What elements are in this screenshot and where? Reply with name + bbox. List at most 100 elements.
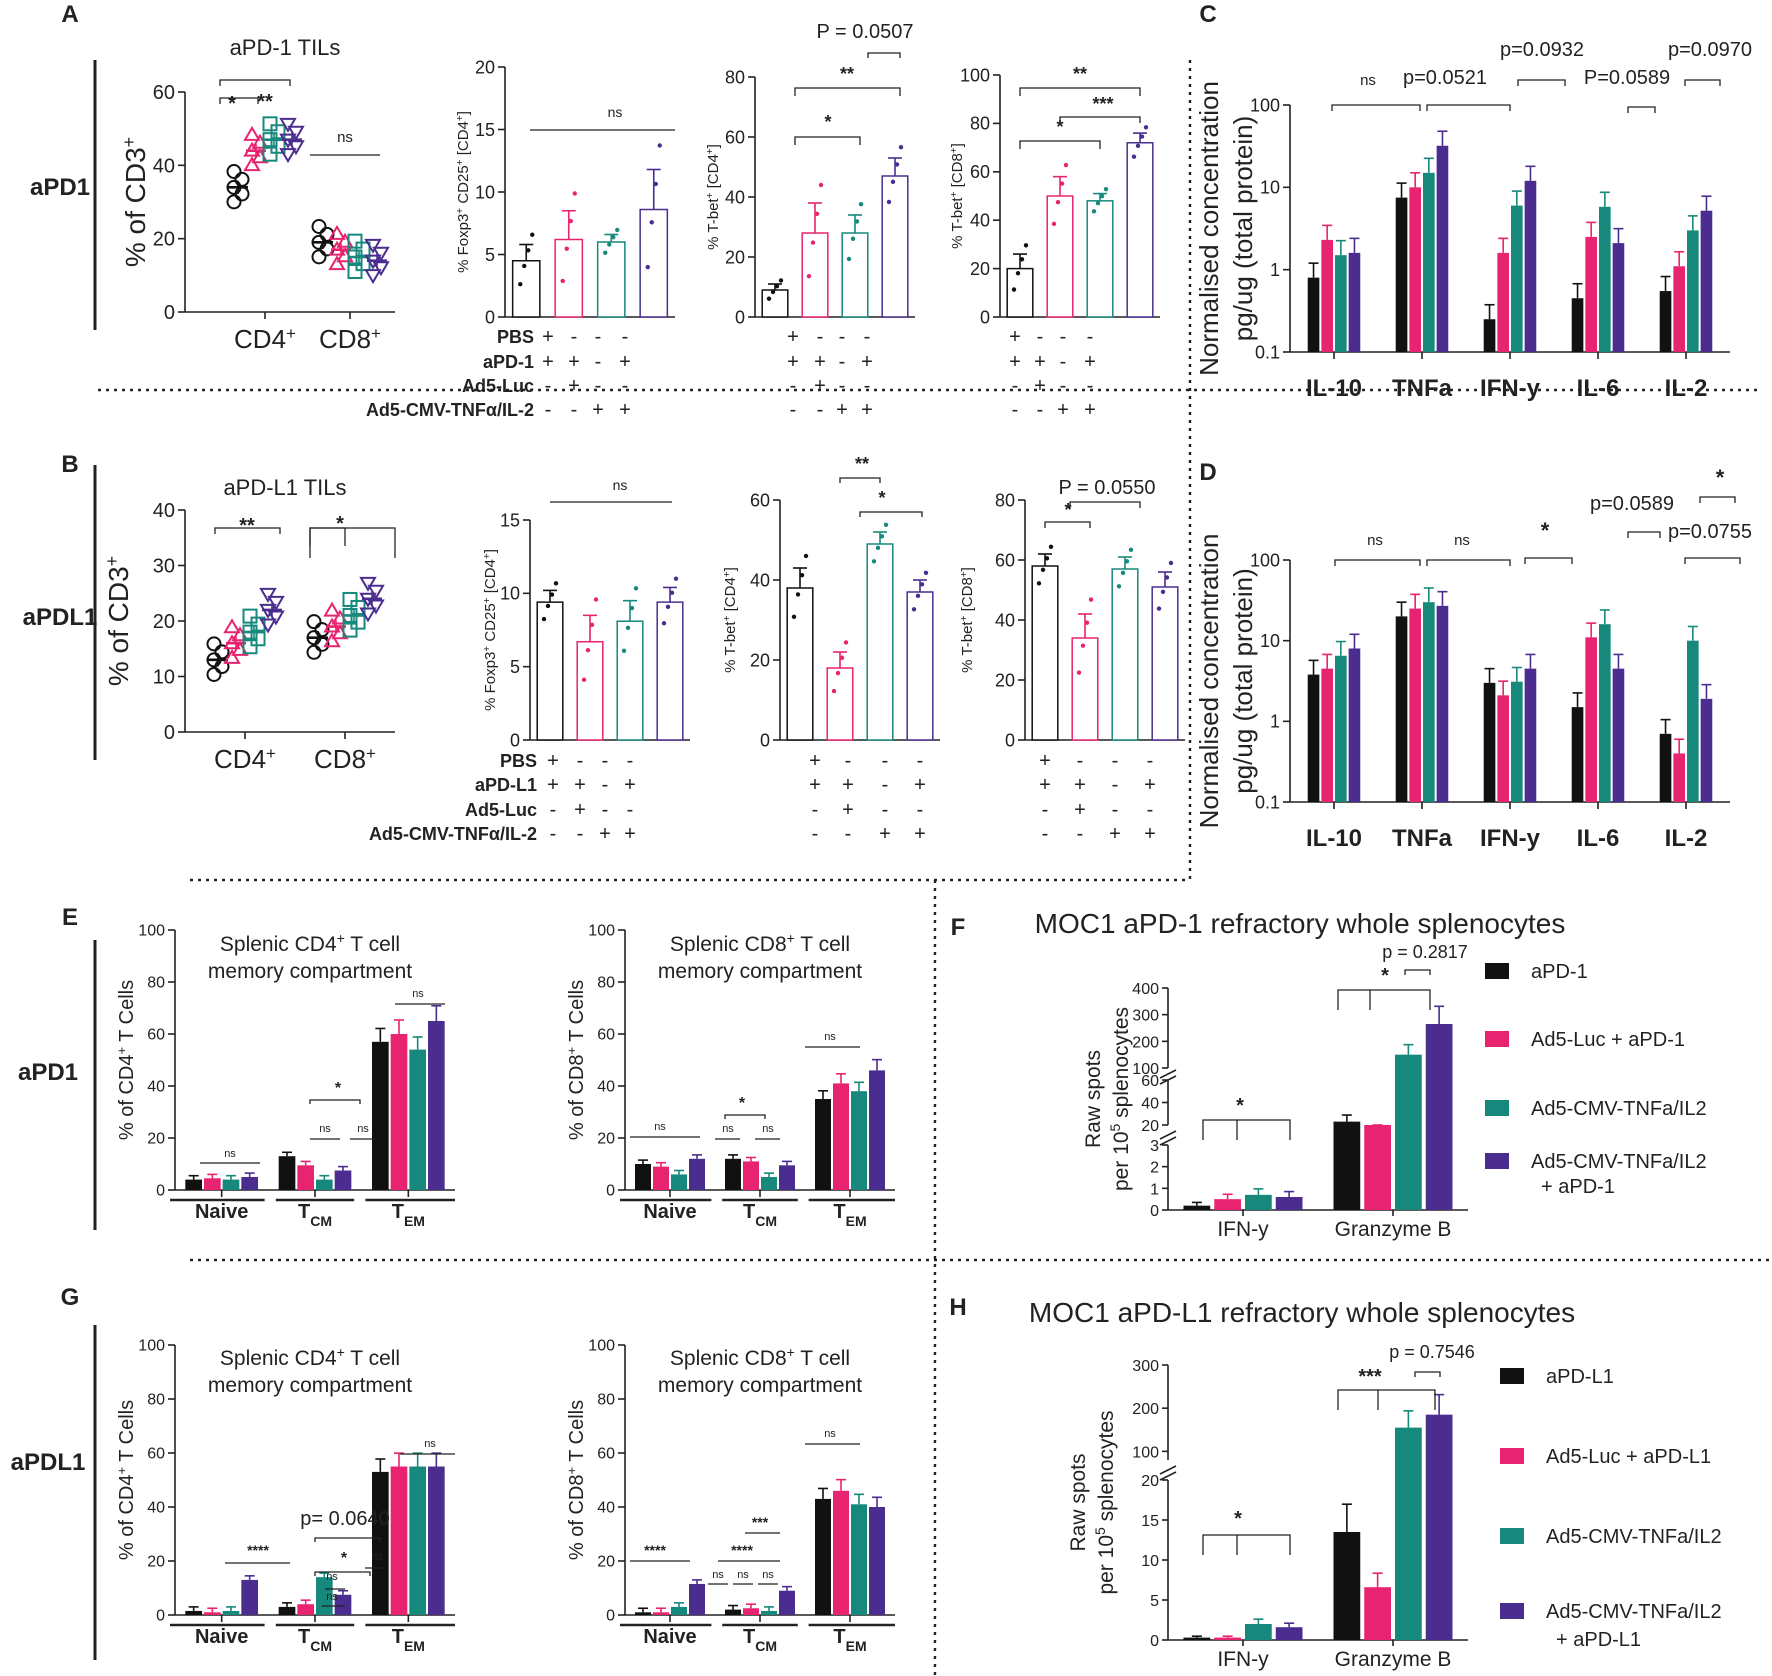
scatter-y-tick-label: 40 xyxy=(153,500,175,522)
scatter-y-tick-label: 20 xyxy=(153,611,175,633)
treatment-sign: - xyxy=(1147,799,1154,821)
significance-bracket xyxy=(219,79,291,86)
treatment-sign: + xyxy=(599,823,611,845)
grouped-y-tick-label: 20 xyxy=(597,1554,615,1571)
grouped-y-tick-label: 20 xyxy=(147,1554,165,1571)
label-part: % T-bet xyxy=(722,621,739,673)
treatment-sign: - xyxy=(1147,750,1154,772)
log-ylabel: pg/ug (total protein) xyxy=(1228,116,1258,341)
bar xyxy=(1599,624,1611,802)
label-part: EM xyxy=(846,1638,867,1654)
treatment-sign: + xyxy=(542,326,554,348)
significance-text: p=0.0970 xyxy=(1668,39,1752,61)
bar xyxy=(278,1606,296,1615)
bar xyxy=(536,601,564,741)
significance-text: ns xyxy=(1367,532,1383,549)
significance-bracket xyxy=(794,136,861,145)
significance-bracket xyxy=(1426,104,1511,111)
legend-label: + aPD-1 xyxy=(1541,1176,1615,1198)
broken-axis-tick-label: 60 xyxy=(1141,1073,1159,1090)
panel-letter: H xyxy=(949,1294,966,1321)
legend-swatch xyxy=(1500,1603,1524,1619)
treatment-sign: - xyxy=(817,326,824,348)
bar xyxy=(372,1041,389,1190)
bar xyxy=(1364,1587,1391,1640)
bar-y-tick-label: 0 xyxy=(1005,730,1015,750)
data-point xyxy=(770,289,776,295)
treatment-sign: + xyxy=(842,799,854,821)
significance-text: p=0.0932 xyxy=(1500,39,1584,61)
label-part: + xyxy=(949,147,960,153)
bar xyxy=(428,1021,445,1190)
treatment-sign: + xyxy=(619,351,631,373)
bar xyxy=(761,1177,777,1190)
label-part: [CD8 xyxy=(959,577,976,615)
data-point xyxy=(553,581,559,586)
significance-text: * xyxy=(1381,965,1389,987)
data-point xyxy=(854,219,860,224)
bar xyxy=(1321,239,1333,352)
significance-text: * xyxy=(1056,117,1063,137)
grouped-y-tick-label: 60 xyxy=(597,1446,615,1463)
data-point xyxy=(564,246,569,251)
grouped-y-tick-label: 100 xyxy=(1250,550,1280,570)
axis-break-mark xyxy=(1159,1471,1177,1481)
treatment-sign: + xyxy=(1084,351,1096,373)
category-label: TCM xyxy=(743,1626,777,1654)
significance-text: * xyxy=(1236,1095,1244,1117)
significance-text: * xyxy=(824,112,831,132)
category-label: IFN-y xyxy=(1480,375,1541,402)
data-point xyxy=(328,255,346,271)
grouped-y-tick-label: 60 xyxy=(597,1027,615,1044)
legend-label: Ad5-CMV-TNFa/IL2 xyxy=(1546,1526,1722,1548)
label-part: CD8 xyxy=(319,324,371,354)
significance-text: * xyxy=(878,488,885,508)
category-label: Naive xyxy=(643,1201,696,1223)
bar-y-tick-label: 5 xyxy=(510,657,520,677)
grouped-y-tick-label: 0 xyxy=(156,1183,165,1200)
bar-y-tick-label: 10 xyxy=(475,182,495,202)
bar xyxy=(316,1179,333,1190)
label-part: T Cells xyxy=(116,1400,138,1467)
scatter-ylabel: % of CD3+ xyxy=(119,137,151,267)
treatment-sign: - xyxy=(622,375,629,397)
grouped-y-tick-label: 10 xyxy=(1260,631,1280,651)
bar-y-tick-label: 15 xyxy=(500,510,520,530)
chart-title: Splenic CD8+ T cell xyxy=(670,1344,850,1370)
chart-title: MOC1 aPD-L1 refractory whole splenocytes xyxy=(1029,1297,1575,1328)
bar xyxy=(1687,640,1699,802)
row-label: aPDL1 xyxy=(23,604,98,631)
data-point xyxy=(883,522,889,527)
data-point xyxy=(267,610,285,626)
category-label: Naive xyxy=(643,1626,696,1648)
significance-bracket xyxy=(839,477,881,483)
treatment-sign: - xyxy=(917,799,924,821)
bar xyxy=(1524,180,1537,352)
legend-swatch xyxy=(1500,1448,1524,1464)
data-point xyxy=(633,586,639,591)
label-part: Splenic CD8 xyxy=(670,933,787,956)
scatter-title: aPD-1 TILs xyxy=(230,35,341,60)
bar xyxy=(1673,266,1685,352)
bar xyxy=(222,1179,240,1190)
data-point xyxy=(522,263,527,269)
significance-text: ns xyxy=(424,1438,436,1450)
data-point xyxy=(1036,581,1042,586)
data-point xyxy=(259,587,277,603)
bar xyxy=(779,1590,795,1615)
bar xyxy=(635,1612,651,1615)
bar xyxy=(786,587,814,741)
chart-title: Splenic CD8+ T cell xyxy=(670,930,850,956)
treatment-sign: - xyxy=(571,399,578,421)
bar xyxy=(833,1083,849,1190)
bar xyxy=(1307,674,1320,802)
label-part: + xyxy=(455,208,466,214)
treatment-sign: + xyxy=(1057,399,1069,421)
data-point xyxy=(342,591,358,607)
significance-bracket xyxy=(1414,1371,1441,1377)
bar xyxy=(1183,1637,1211,1640)
broken-axis-tick-label: 3 xyxy=(1150,1138,1159,1155)
grouped-y-tick-label: 0 xyxy=(606,1608,615,1625)
data-point xyxy=(206,667,222,683)
label-part: + xyxy=(959,571,970,577)
